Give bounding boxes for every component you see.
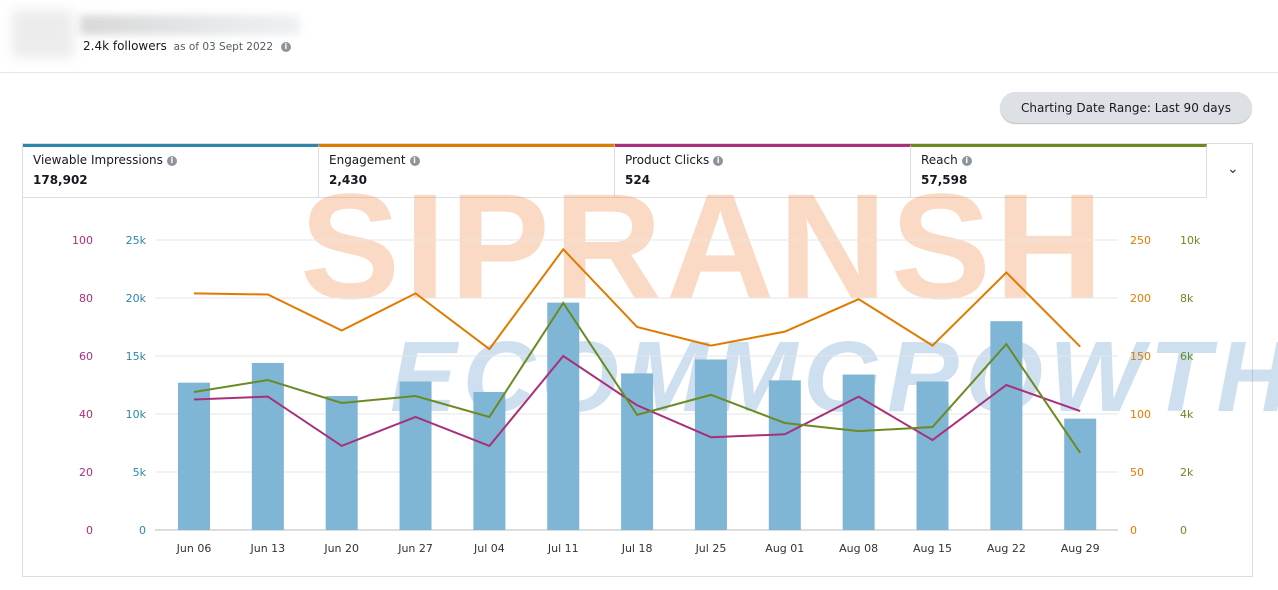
x-tick-label: Jul 18 (621, 542, 653, 555)
bar-impressions (325, 396, 358, 530)
tick-label-left2: 20k (126, 292, 147, 305)
tick-label-left1: 80 (79, 292, 93, 305)
metric-tile-engagement[interactable]: Engagement i 2,430 (319, 144, 615, 198)
tick-label-right1: 100 (1130, 408, 1151, 421)
tick-label-left1: 60 (79, 350, 93, 363)
x-tick-label: Jun 20 (323, 542, 359, 555)
tick-label-left2: 5k (133, 466, 147, 479)
tick-label-right1: 200 (1130, 292, 1151, 305)
x-tick-label: Aug 15 (913, 542, 952, 555)
bar-impressions (694, 359, 727, 530)
account-name-blurred (80, 15, 300, 35)
metric-tile-viewable-impressions[interactable]: Viewable Impressions i 178,902 (23, 144, 319, 198)
tick-label-left2: 15k (126, 350, 147, 363)
x-tick-label: Aug 29 (1061, 542, 1100, 555)
tick-label-right2: 10k (1180, 234, 1201, 247)
line-product-clicks (193, 354, 1081, 448)
x-tick-label: Aug 22 (987, 542, 1026, 555)
chevron-down-icon[interactable]: ⌄ (1227, 161, 1239, 177)
x-tick-label: Jul 04 (473, 542, 505, 555)
tick-label-right1: 50 (1130, 466, 1144, 479)
tick-label-left1: 20 (79, 466, 93, 479)
info-icon[interactable]: i (166, 156, 177, 166)
followers-count: 2.4k followers (83, 39, 167, 53)
info-icon[interactable]: i (409, 156, 420, 166)
bar-impressions (768, 380, 801, 530)
bar-impressions (399, 381, 432, 530)
line-engagement (193, 247, 1081, 351)
tick-label-right2: 2k (1180, 466, 1194, 479)
x-tick-label: Aug 08 (839, 542, 878, 555)
chart-panel: Viewable Impressions i 178,902 Engagement i 2… (22, 143, 1253, 577)
tick-label-right1: 150 (1130, 350, 1151, 363)
divider (0, 72, 1278, 73)
bar-impressions (916, 381, 949, 530)
bar-impressions (990, 321, 1023, 530)
tick-label-right2: 6k (1180, 350, 1194, 363)
bar-impressions (842, 374, 875, 530)
metric-tile-reach[interactable]: Reach i 57,598 (911, 144, 1207, 198)
x-tick-label: Aug 01 (765, 542, 804, 555)
metric-label: Engagement i (329, 153, 614, 167)
tick-label-left2: 25k (126, 234, 147, 247)
tick-label-right1: 0 (1130, 524, 1137, 537)
tick-label-left1: 100 (72, 234, 93, 247)
x-tick-label: Jul 11 (547, 542, 579, 555)
x-tick-label: Jul 25 (695, 542, 727, 555)
tick-label-right1: 250 (1130, 234, 1151, 247)
x-tick-label: Jun 06 (176, 542, 212, 555)
bar-impressions (251, 362, 284, 530)
tick-label-left1: 0 (86, 524, 93, 537)
bar-impressions (178, 382, 210, 530)
metric-label-text: Reach (921, 153, 958, 167)
info-icon[interactable]: i (280, 42, 291, 52)
bar-impressions (547, 302, 580, 530)
bar-impressions (473, 391, 506, 530)
metric-tile-product-clicks[interactable]: Product Clicks i 524 (615, 144, 911, 198)
tick-label-left2: 10k (126, 408, 147, 421)
tick-label-left2: 0 (139, 524, 146, 537)
tick-label-right2: 8k (1180, 292, 1194, 305)
metric-label: Viewable Impressions i (33, 153, 318, 167)
x-tick-label: Jun 13 (250, 542, 286, 555)
metric-value: 57,598 (921, 173, 968, 187)
metric-label: Reach i (921, 153, 1206, 167)
metric-label: Product Clicks i (625, 153, 910, 167)
followers-line: 2.4k followers as of 03 Sept 2022 i (83, 39, 291, 53)
metric-value: 524 (625, 173, 651, 187)
info-icon[interactable]: i (961, 156, 972, 166)
metric-label-text: Viewable Impressions (33, 153, 163, 167)
tick-label-right2: 0 (1180, 524, 1187, 537)
x-tick-label: Jun 27 (397, 542, 433, 555)
line-reach (193, 301, 1082, 454)
info-icon[interactable]: i (713, 156, 724, 166)
metric-value: 178,902 (33, 173, 88, 187)
as-of-date: as of 03 Sept 2022 (173, 41, 274, 53)
metric-label-text: Product Clicks (625, 153, 710, 167)
charting-date-range-button[interactable]: Charting Date Range: Last 90 days (1000, 92, 1252, 123)
metric-tiles: Viewable Impressions i 178,902 Engagement i 2… (23, 144, 1207, 198)
metric-value: 2,430 (329, 173, 367, 187)
tick-label-right2: 4k (1180, 408, 1194, 421)
tick-label-left1: 40 (79, 408, 93, 421)
avatar (12, 10, 74, 58)
metric-label-text: Engagement (329, 153, 406, 167)
